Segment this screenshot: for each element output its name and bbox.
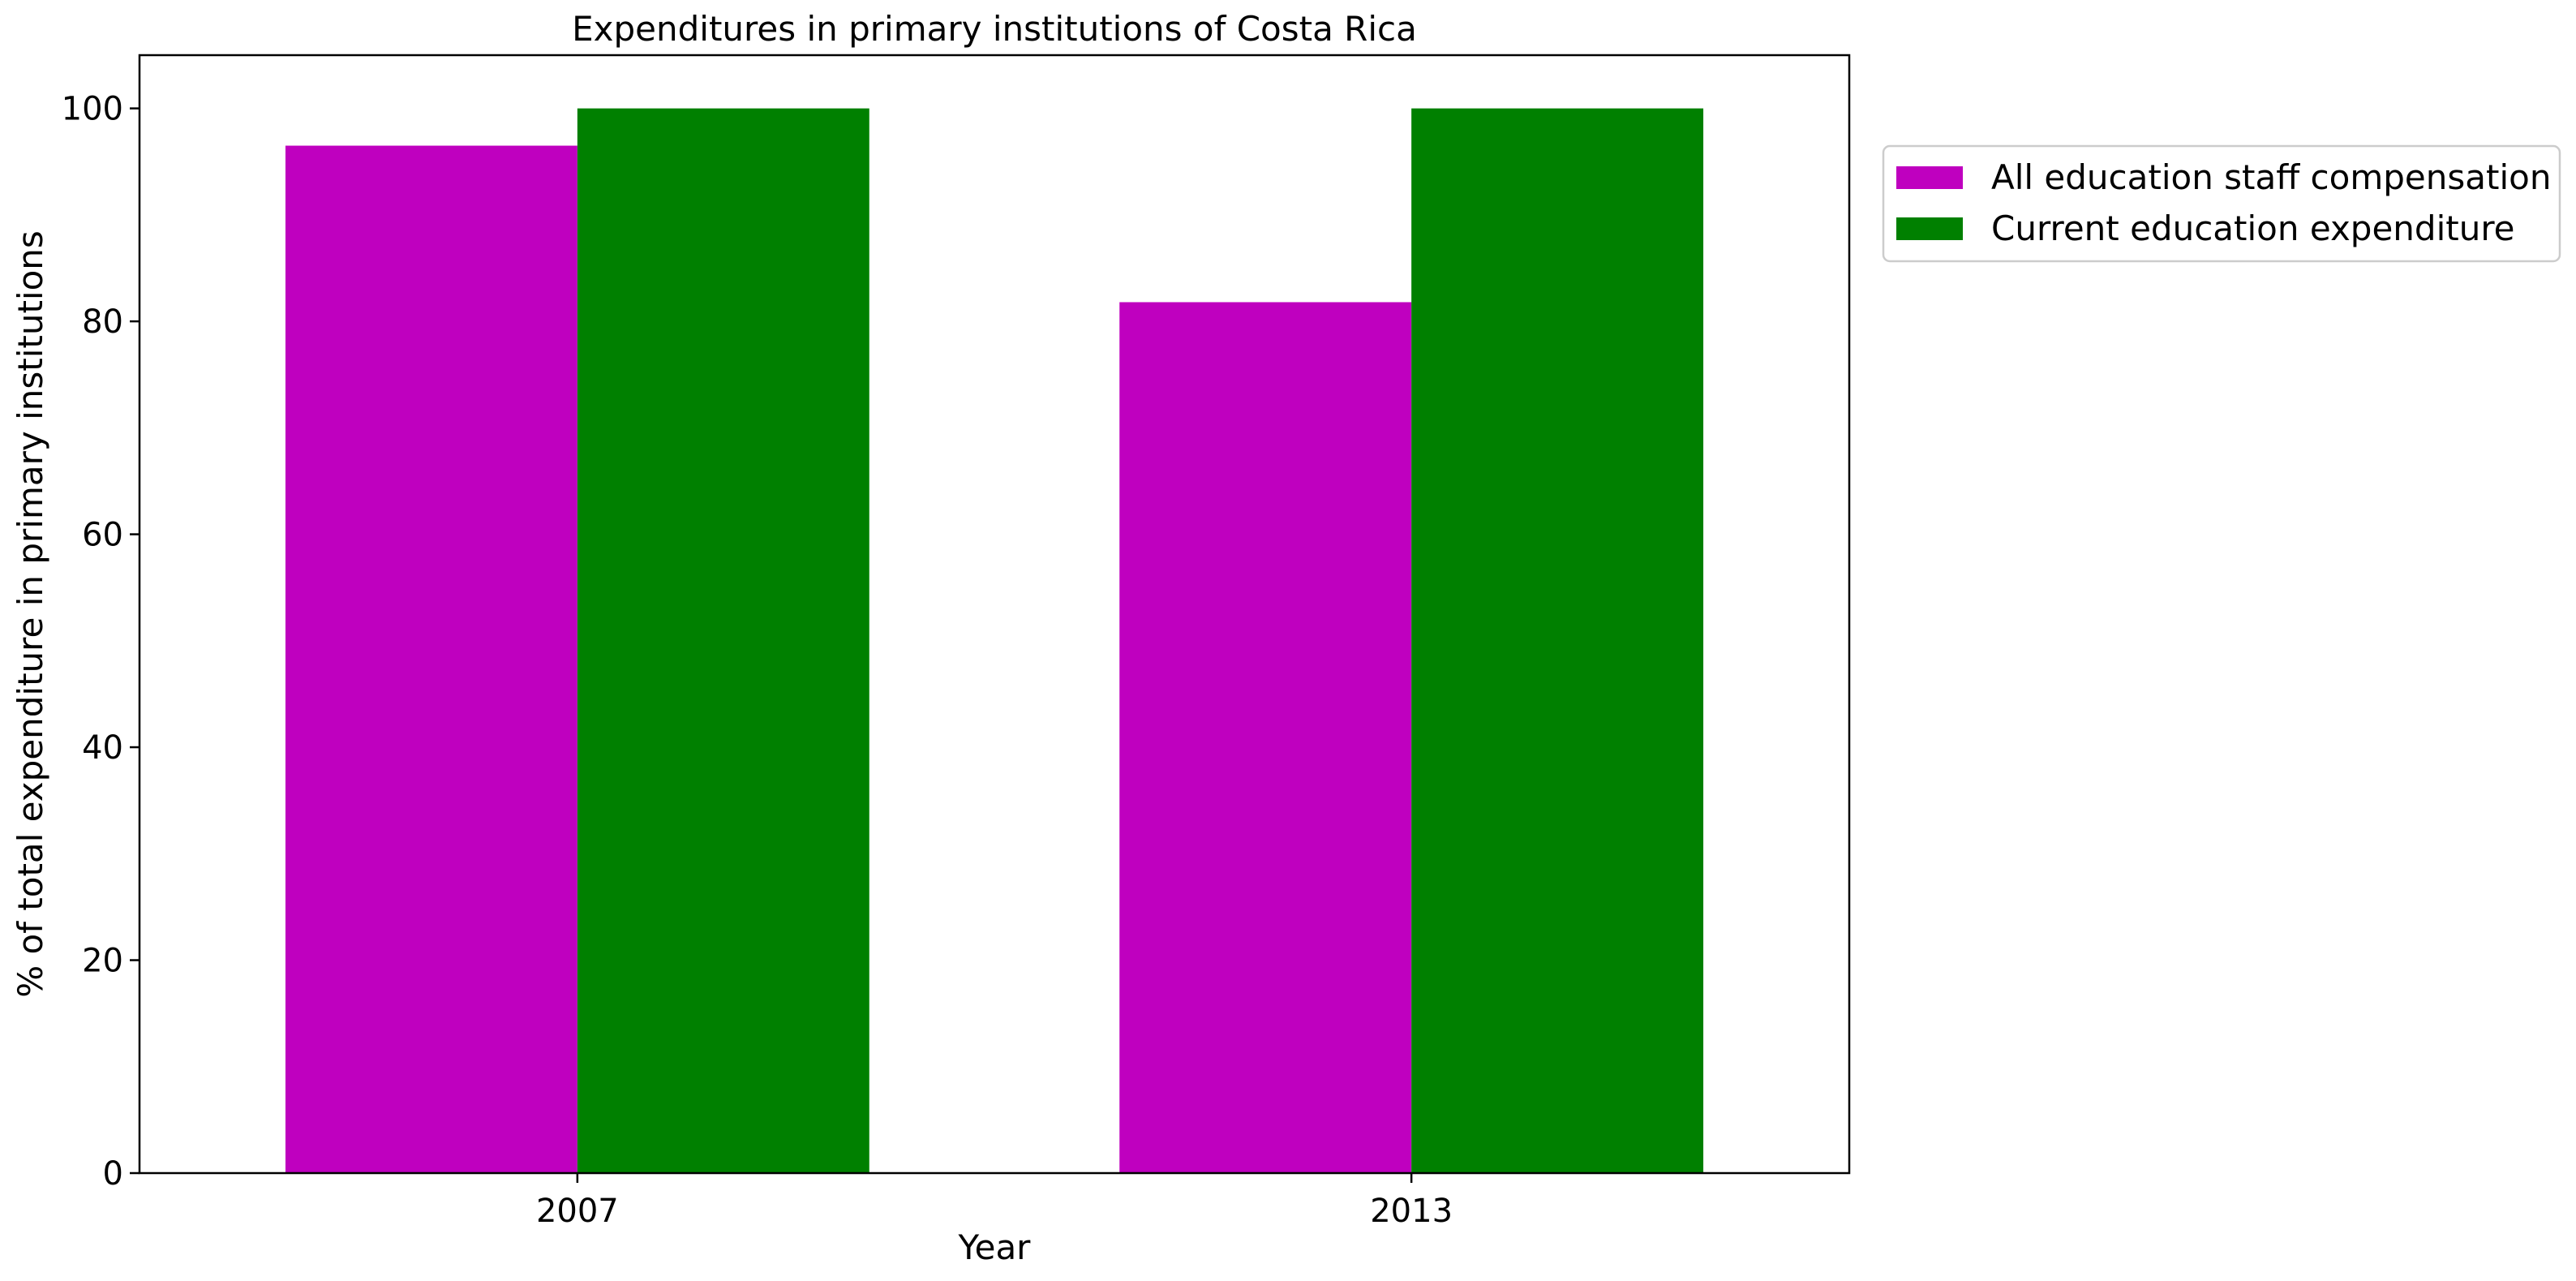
legend-swatch xyxy=(1896,166,1963,189)
y-axis: 0 20 40 60 80 100 xyxy=(62,91,140,1193)
legend-label: Current education expenditure xyxy=(1991,208,2515,248)
bars xyxy=(285,108,1704,1174)
x-tick-label-2007: 2007 xyxy=(536,1193,619,1230)
chart-title: Expenditures in primary institutions of … xyxy=(572,9,1417,49)
legend: All education staff compensation Current … xyxy=(1882,144,2561,263)
y-tick-label: 40 xyxy=(82,729,123,767)
bar-current-expenditure-2013 xyxy=(1411,108,1704,1174)
y-tick-label: 0 xyxy=(103,1155,123,1193)
bar-staff-compensation-2013 xyxy=(1119,302,1412,1173)
y-tick-label: 20 xyxy=(82,943,123,980)
legend-swatch xyxy=(1896,217,1963,240)
x-axis-label: Year xyxy=(958,1227,1032,1267)
y-tick-label: 100 xyxy=(62,91,123,128)
x-axis: 2007 2013 xyxy=(536,1173,1453,1230)
x-tick-label-2013: 2013 xyxy=(1370,1193,1453,1230)
legend-frame xyxy=(1882,144,2561,263)
bar-current-expenditure-2007 xyxy=(577,108,869,1174)
y-tick-label: 60 xyxy=(82,517,123,554)
legend-label: All education staff compensation xyxy=(1991,157,2551,197)
plot-frame xyxy=(138,54,1851,1175)
bar-staff-compensation-2007 xyxy=(285,145,577,1174)
y-axis-label: % of total expenditure in primary instit… xyxy=(11,230,50,998)
y-tick-label: 80 xyxy=(82,303,123,341)
